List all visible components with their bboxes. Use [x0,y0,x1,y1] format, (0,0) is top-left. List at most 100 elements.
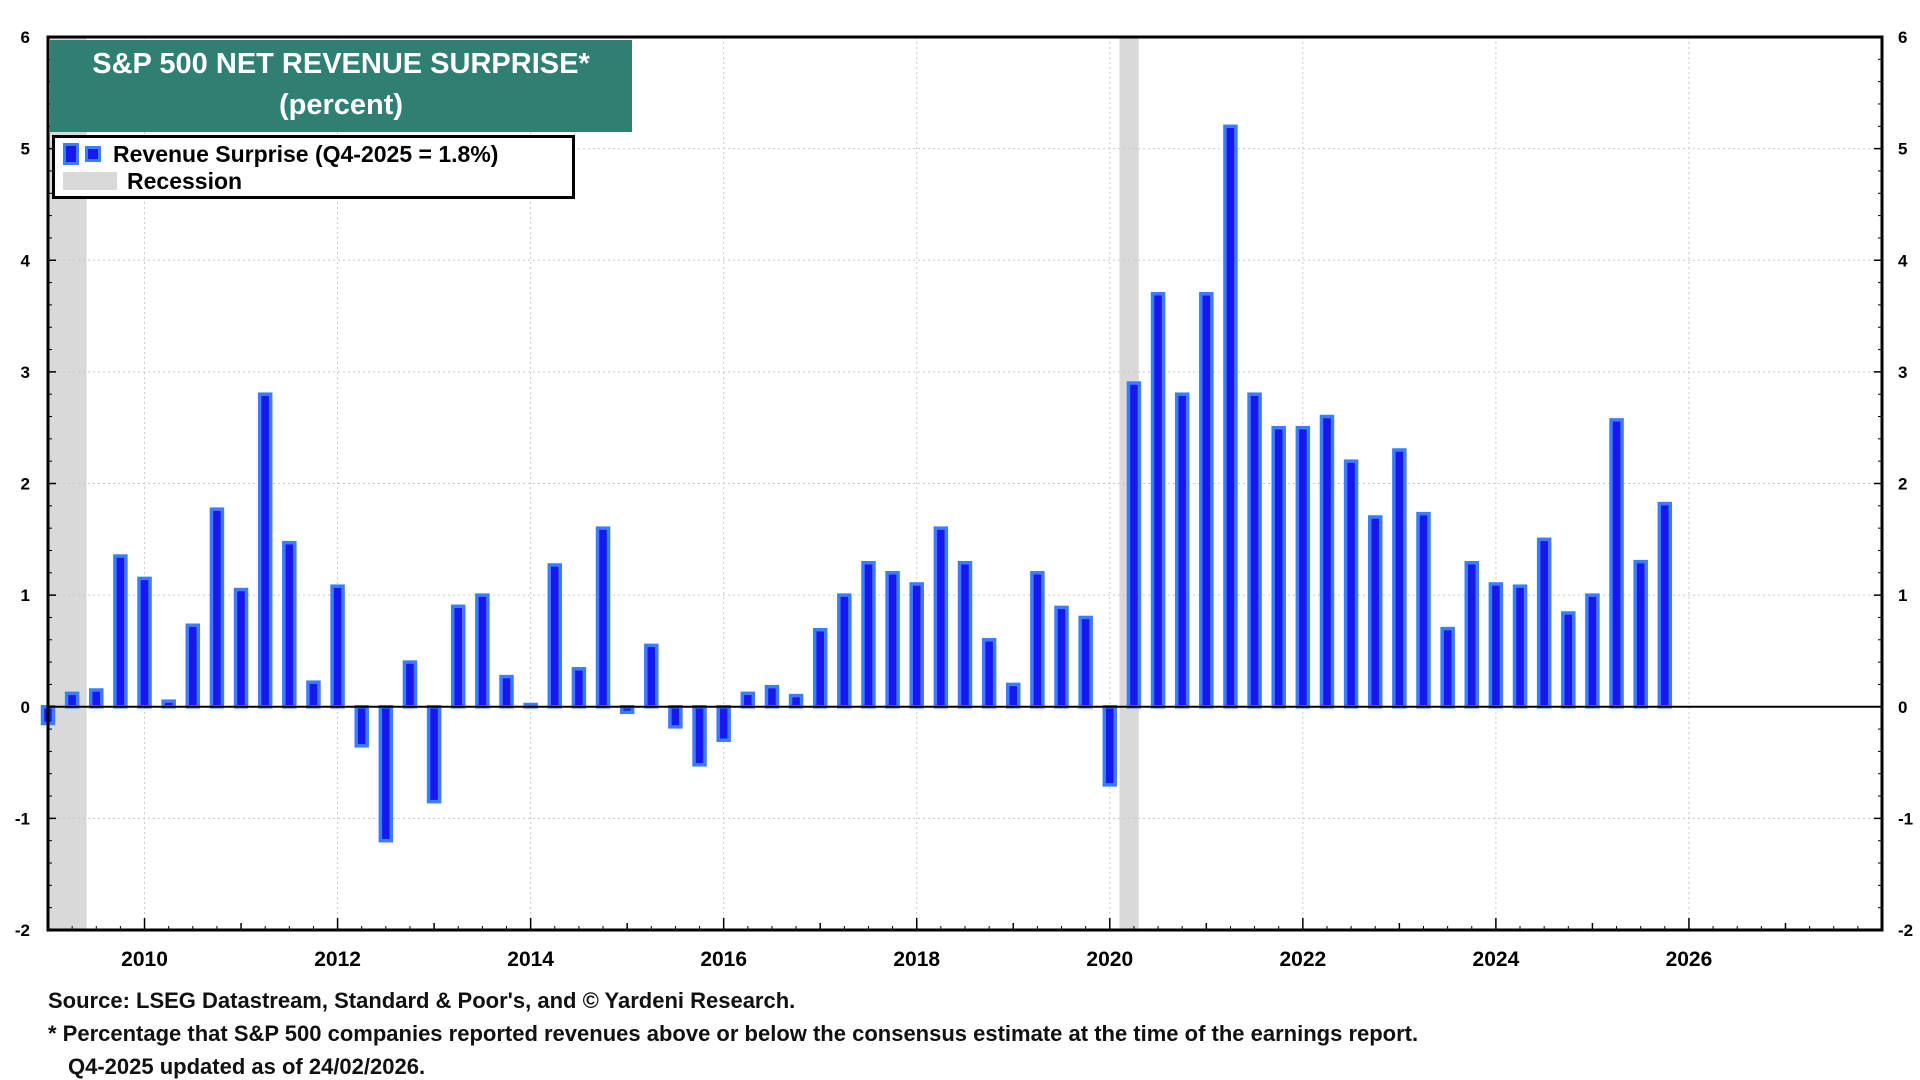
bar [885,571,900,709]
y-tick-label-left: -2 [15,921,30,940]
bar [378,705,394,843]
bar [233,587,249,709]
bar [668,705,683,729]
bar [1271,425,1286,709]
bar [450,604,466,709]
bar [1440,626,1455,709]
bar [1102,705,1118,787]
bar [812,627,828,709]
y-tick-label-left: 2 [21,475,30,494]
bar [764,684,780,709]
y-tick-label-right: 1 [1898,586,1907,605]
legend-recession-swatch [63,172,117,190]
bar [402,660,418,709]
bar [1247,392,1262,709]
y-tick-label-left: -1 [15,809,30,828]
bar [957,561,973,709]
bar-series [40,124,1673,843]
y-tick-label-left: 1 [21,586,30,605]
bar [740,691,756,709]
bar [89,688,104,709]
bar [571,667,587,709]
legend-bar-swatch-small [85,146,101,162]
y-tick-label-right: -2 [1898,921,1913,940]
bar [1030,571,1045,709]
y-tick-label-right: -1 [1898,809,1913,828]
bar [1174,392,1190,709]
definition-note: * Percentage that S&P 500 companies repo… [48,1021,1419,1046]
y-tick-label-right: 2 [1898,475,1907,494]
bar [595,526,611,709]
y-tick-label-left: 5 [21,140,30,159]
bar [644,643,659,709]
bar [1150,291,1166,709]
legend-bar-swatch [63,143,79,165]
y-tick-label-right: 3 [1898,363,1907,382]
bar [1223,124,1238,709]
y-tick-label-right: 4 [1898,251,1908,270]
bar [306,680,321,709]
bar [1295,425,1311,709]
bar [716,705,731,742]
y-tick-label-left: 3 [21,363,30,382]
bar [330,584,345,709]
bar [1536,537,1552,709]
x-tick-label: 2024 [1473,948,1520,971]
bar [475,593,490,709]
bar [1488,582,1504,709]
bar [1464,561,1480,709]
bar [1319,414,1335,709]
bar [1054,605,1069,709]
bar [861,561,876,709]
y-tick-label-right: 6 [1898,28,1907,47]
legend: Revenue Surprise (Q4-2025 = 1.8%) Recess… [52,135,575,199]
bar [499,674,514,709]
y-axis-left: -2 -1 0 1 2 3 4 5 6 [15,28,56,940]
bar [354,705,369,748]
bar [547,563,563,709]
bar [1561,611,1576,709]
x-tick-label: 2018 [893,948,940,971]
y-tick-label-right: 0 [1898,698,1907,717]
legend-series-label: Revenue Surprise (Q4-2025 = 1.8%) [113,140,499,167]
bar [1657,501,1673,709]
bar [64,691,80,709]
x-axis: 2010 2012 2014 2016 2018 2020 2022 2024 2026 [47,918,1859,971]
chart-title: S&P 500 NET REVENUE SURPRISE* [92,48,590,80]
bar [282,540,297,709]
bar [113,554,128,709]
legend-row-recession: Recession [63,168,242,194]
bar [837,593,852,709]
y-tick-label-left: 4 [21,251,31,270]
bar [1392,448,1407,709]
y-tick-label-left: 6 [21,28,30,47]
y-tick-label-right: 5 [1898,140,1907,159]
x-tick-label: 2026 [1666,948,1713,971]
bar [257,392,273,709]
legend-row-series: Revenue Surprise (Q4-2025 = 1.8%) [63,141,498,167]
bar [185,623,201,709]
x-tick-label: 2016 [700,948,747,971]
bar [1006,682,1021,709]
updated-note: Q4-2025 updated as of 24/02/2026. [68,1054,426,1079]
bar [909,582,924,709]
y-tick-label-left: 0 [21,698,30,717]
bar [933,526,949,709]
bar [1199,291,1214,709]
chart-subtitle: (percent) [278,89,404,121]
x-tick-label: 2022 [1279,948,1326,971]
bar [1343,459,1359,709]
bar [692,705,707,767]
chart-title-box: S&P 500 NET REVENUE SURPRISE* (percent) [50,40,632,132]
bar [209,507,225,709]
y-axis-right: -2 -1 0 1 2 3 4 5 6 [1874,28,1913,940]
bar [426,705,442,804]
bar [1585,593,1600,709]
x-tick-label: 2010 [121,948,168,971]
bar [1416,511,1431,709]
legend-recession-label: Recession [127,167,243,194]
x-tick-label: 2020 [1086,948,1133,971]
bar [981,638,997,709]
x-tick-label: 2012 [314,948,361,971]
bar [1126,381,1142,709]
